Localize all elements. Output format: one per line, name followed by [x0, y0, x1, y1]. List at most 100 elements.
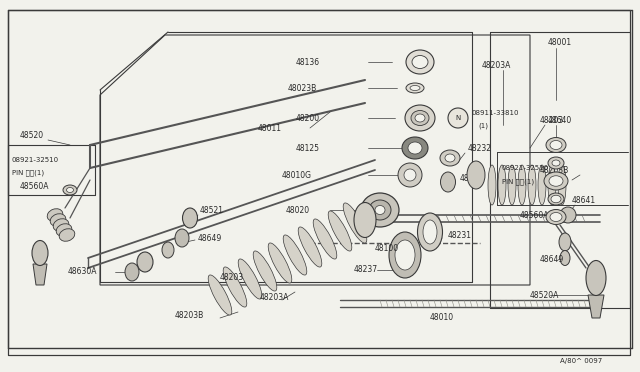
Ellipse shape: [423, 220, 437, 244]
Ellipse shape: [488, 165, 496, 205]
Circle shape: [398, 163, 422, 187]
Ellipse shape: [508, 165, 516, 205]
Ellipse shape: [208, 275, 232, 315]
Ellipse shape: [406, 50, 434, 74]
Polygon shape: [33, 264, 47, 285]
Ellipse shape: [343, 203, 367, 243]
Ellipse shape: [375, 205, 385, 215]
Ellipse shape: [361, 193, 399, 227]
Ellipse shape: [32, 241, 48, 266]
Ellipse shape: [60, 229, 75, 241]
Ellipse shape: [546, 209, 566, 224]
Ellipse shape: [551, 195, 561, 203]
Ellipse shape: [56, 224, 72, 236]
Text: 48203B: 48203B: [175, 311, 204, 320]
Circle shape: [560, 207, 576, 223]
Circle shape: [404, 169, 416, 181]
Text: 48011: 48011: [258, 124, 282, 132]
Ellipse shape: [411, 110, 429, 125]
Ellipse shape: [538, 165, 546, 205]
Ellipse shape: [558, 165, 566, 205]
Ellipse shape: [253, 251, 277, 291]
Ellipse shape: [548, 157, 564, 169]
Text: 48200: 48200: [296, 113, 320, 122]
Ellipse shape: [283, 235, 307, 275]
Text: 48001: 48001: [548, 38, 572, 46]
Text: 48020: 48020: [286, 205, 310, 215]
Ellipse shape: [548, 193, 564, 205]
Ellipse shape: [125, 263, 139, 281]
Ellipse shape: [405, 105, 435, 131]
Text: 48640: 48640: [548, 115, 572, 125]
Ellipse shape: [328, 211, 352, 251]
Ellipse shape: [162, 242, 174, 258]
Ellipse shape: [528, 165, 536, 205]
Ellipse shape: [560, 250, 570, 266]
Text: 48203B: 48203B: [540, 166, 569, 174]
Text: 48100: 48100: [375, 244, 399, 253]
Text: (1): (1): [478, 123, 488, 129]
Ellipse shape: [440, 172, 456, 192]
Ellipse shape: [402, 137, 428, 159]
Text: 48237: 48237: [354, 266, 378, 275]
Ellipse shape: [440, 150, 460, 166]
Ellipse shape: [175, 229, 189, 247]
Text: 48231: 48231: [448, 231, 472, 240]
Text: PIN ビン(1): PIN ビン(1): [12, 170, 44, 176]
Ellipse shape: [395, 240, 415, 270]
Ellipse shape: [298, 227, 322, 267]
Ellipse shape: [182, 208, 198, 228]
Text: 48236: 48236: [460, 173, 484, 183]
Text: 48010G: 48010G: [282, 170, 312, 180]
Ellipse shape: [223, 267, 247, 307]
Text: 48520: 48520: [20, 131, 44, 140]
Polygon shape: [588, 295, 604, 318]
Ellipse shape: [549, 176, 563, 186]
Ellipse shape: [417, 213, 442, 251]
Text: 48203: 48203: [220, 273, 244, 282]
Text: 48023B: 48023B: [288, 83, 317, 93]
Text: 48203A: 48203A: [482, 61, 511, 70]
Ellipse shape: [137, 252, 153, 272]
Ellipse shape: [47, 209, 63, 221]
Text: 48649: 48649: [540, 256, 564, 264]
Ellipse shape: [586, 260, 606, 295]
Ellipse shape: [63, 185, 77, 195]
Ellipse shape: [550, 141, 562, 150]
Ellipse shape: [389, 232, 421, 278]
Text: N: N: [456, 115, 461, 121]
Ellipse shape: [410, 86, 420, 90]
Ellipse shape: [498, 165, 506, 205]
Ellipse shape: [559, 233, 571, 251]
Ellipse shape: [548, 165, 556, 205]
Text: 08911-33810: 08911-33810: [472, 110, 520, 116]
Text: 48630A: 48630A: [68, 267, 97, 276]
Ellipse shape: [313, 219, 337, 259]
Text: PIN ビン(1): PIN ビン(1): [502, 179, 534, 185]
Text: A/80^ 0097: A/80^ 0097: [560, 358, 602, 364]
Polygon shape: [8, 10, 630, 355]
Ellipse shape: [550, 212, 562, 221]
Text: 48203: 48203: [540, 115, 564, 125]
Ellipse shape: [238, 259, 262, 299]
Text: 48125: 48125: [296, 144, 320, 153]
Ellipse shape: [50, 214, 66, 226]
Text: 48010: 48010: [430, 314, 454, 323]
Ellipse shape: [67, 187, 74, 192]
Text: 48520A: 48520A: [530, 291, 559, 299]
Text: 48232: 48232: [468, 144, 492, 153]
Ellipse shape: [268, 243, 292, 283]
Text: 08921-32510: 08921-32510: [12, 157, 59, 163]
Ellipse shape: [546, 138, 566, 153]
Text: 08921-32510: 08921-32510: [502, 165, 549, 171]
Text: 48560A: 48560A: [520, 211, 550, 219]
Ellipse shape: [544, 172, 568, 190]
Ellipse shape: [369, 200, 391, 220]
Ellipse shape: [552, 160, 560, 166]
Text: 48641: 48641: [572, 196, 596, 205]
Ellipse shape: [408, 142, 422, 154]
Ellipse shape: [354, 202, 376, 237]
Ellipse shape: [412, 55, 428, 68]
Text: 48521: 48521: [200, 205, 224, 215]
Text: 48203A: 48203A: [260, 294, 289, 302]
